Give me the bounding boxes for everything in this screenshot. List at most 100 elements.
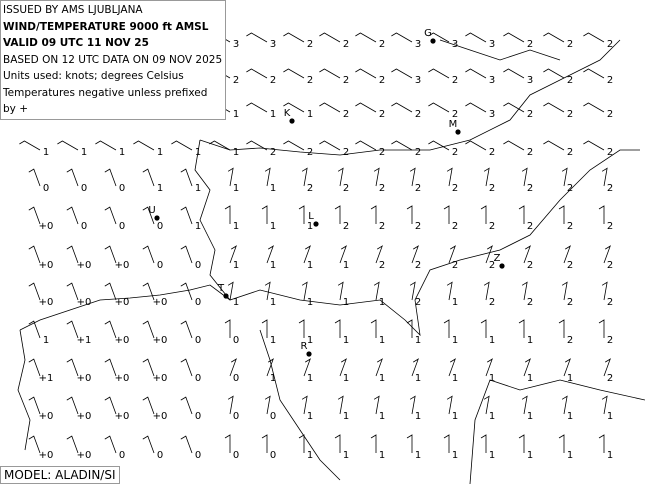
wind-barb — [66, 320, 79, 339]
wind-barb — [261, 205, 268, 224]
temperature-label: 2 — [233, 75, 239, 86]
wind-barb — [246, 32, 268, 43]
wind-barb — [483, 395, 490, 415]
wind-barb — [66, 282, 79, 301]
temperature-label: 0 — [195, 297, 201, 308]
wind-barb — [503, 102, 525, 113]
temperature-label: 2 — [607, 39, 613, 50]
temperature-label: 2 — [307, 39, 313, 50]
wind-barb — [370, 434, 377, 453]
wind-barb — [355, 102, 377, 113]
wind-barb — [301, 395, 308, 415]
wind-barb — [142, 206, 155, 225]
temperature-label: +0 — [153, 297, 168, 308]
temperature-label: 1 — [343, 297, 349, 308]
wind-barb — [406, 434, 413, 453]
wind-barb — [180, 396, 193, 415]
temperature-label: 1 — [270, 373, 276, 384]
temperature-label: 2 — [607, 183, 613, 194]
wind-barb — [95, 140, 117, 151]
wind-barb — [446, 395, 453, 415]
wind-barb — [521, 395, 528, 415]
wind-barb — [171, 140, 193, 151]
wind-barb — [28, 282, 41, 301]
temperature-label: 1 — [307, 297, 313, 308]
wind-barb — [563, 245, 571, 264]
wind-barb — [319, 32, 341, 43]
temperature-label: 3 — [489, 109, 495, 120]
wind-barb — [301, 281, 308, 301]
temperature-label: 2 — [567, 183, 573, 194]
temperature-label: 1 — [307, 450, 313, 461]
temperature-label: 2 — [343, 183, 349, 194]
temperature-label: 2 — [379, 183, 385, 194]
wind-barb — [224, 319, 231, 338]
temperature-label: 0 — [195, 450, 201, 461]
temperature-label: 2 — [567, 147, 573, 158]
temperature-label: 1 — [452, 411, 458, 422]
temperature-label: 0 — [119, 221, 125, 232]
wind-barb — [583, 102, 605, 113]
wind-barb — [558, 434, 565, 453]
temperature-label: 1 — [415, 411, 421, 422]
temperature-label: 1 — [379, 335, 385, 346]
temperature-label: 0 — [43, 183, 49, 194]
wind-barb — [443, 434, 450, 453]
temperature-label: 1 — [43, 147, 49, 158]
temperature-label: 2 — [343, 109, 349, 120]
temperature-label: 1 — [343, 335, 349, 346]
temperature-label: 2 — [307, 75, 313, 86]
temperature-label: 2 — [607, 221, 613, 232]
temperature-label: 1 — [379, 297, 385, 308]
wind-barb — [261, 434, 268, 453]
wind-barb — [229, 358, 237, 377]
wind-barb — [229, 245, 237, 264]
wind-barb — [180, 168, 193, 187]
wind-barb — [283, 68, 305, 79]
temperature-label: 0 — [81, 221, 87, 232]
wind-barb — [583, 140, 605, 151]
wind-barb — [563, 358, 571, 377]
wind-barb — [355, 68, 377, 79]
wind-barb — [598, 205, 605, 224]
wind-barb — [465, 102, 487, 113]
temperature-label: 2 — [607, 373, 613, 384]
grid-layer: 3 3 2 2 2 3 3 3 2 2 2 2 2 2 2 2 3 2 3 3 2 2 1 1 1 1 1 1 1 1 2 2 2 2 3 2 2 2 1 1… — [19, 32, 613, 461]
city-dot — [313, 221, 319, 227]
wind-barb — [66, 206, 79, 225]
temperature-label: 2 — [527, 39, 533, 50]
wind-barb — [483, 167, 490, 187]
temperature-label: 0 — [81, 183, 87, 194]
wind-barb — [104, 206, 117, 225]
city-label: M — [449, 119, 458, 130]
wind-barb — [428, 102, 450, 113]
temperature-label: 1 — [452, 297, 458, 308]
temperature-label: 2 — [307, 183, 313, 194]
temperature-label: 1 — [157, 147, 163, 158]
wind-barb — [104, 282, 117, 301]
wind-barb — [28, 206, 41, 225]
wind-barb — [28, 396, 41, 415]
temperature-label: +0 — [115, 411, 130, 422]
wind-barb — [142, 168, 155, 187]
temperature-label: 1 — [343, 373, 349, 384]
wind-barb — [583, 68, 605, 79]
wind-barb — [480, 319, 487, 338]
city-label: Z — [494, 253, 501, 264]
wind-barb — [409, 167, 416, 187]
wind-barb — [180, 320, 193, 339]
city-dot — [499, 263, 505, 269]
temperature-label: 2 — [452, 221, 458, 232]
temperature-label: 2 — [379, 109, 385, 120]
temperature-label: 2 — [452, 147, 458, 158]
temperature-label: 1 — [233, 109, 239, 120]
temperature-label: +0 — [39, 221, 54, 232]
wind-barb — [298, 319, 305, 338]
wind-barb — [503, 140, 525, 151]
temperature-label: +0 — [153, 373, 168, 384]
temperature-label: 1 — [452, 335, 458, 346]
wind-barb — [375, 358, 383, 377]
wind-barb — [298, 434, 305, 453]
temperature-label: +0 — [39, 450, 54, 461]
temperature-label: 2 — [379, 260, 385, 271]
